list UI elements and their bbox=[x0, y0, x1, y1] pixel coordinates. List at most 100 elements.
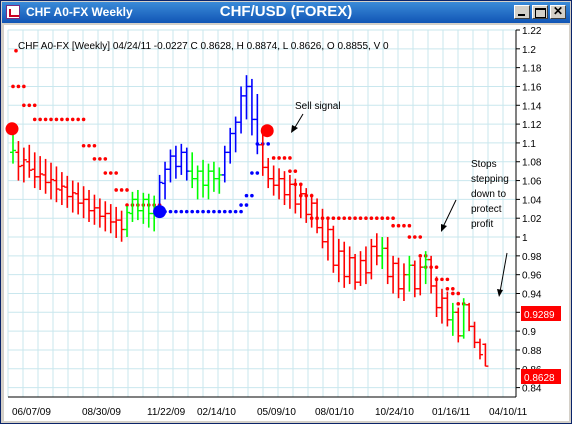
y-tick-label: 1.14 bbox=[522, 101, 542, 112]
x-tick-label: 06/07/09 bbox=[12, 407, 51, 418]
stop-dot bbox=[22, 103, 26, 108]
stop-dot bbox=[385, 216, 390, 221]
stop-dot bbox=[14, 48, 18, 53]
stop-dot bbox=[43, 117, 48, 122]
stop-dot bbox=[434, 265, 439, 269]
stop-dot bbox=[342, 216, 347, 221]
x-tick-label: 10/24/10 bbox=[375, 407, 414, 418]
window-title: CHF A0-FX Weekly bbox=[26, 5, 133, 19]
stop-dot bbox=[445, 277, 450, 282]
stops-arrow-head-1 bbox=[441, 224, 447, 232]
stop-dot bbox=[54, 117, 59, 122]
stop-dot bbox=[114, 188, 118, 192]
stop-dot bbox=[347, 216, 352, 221]
price-badge bbox=[521, 369, 561, 384]
stop-dot bbox=[81, 143, 86, 148]
sell-arrow-head bbox=[291, 125, 298, 133]
stop-dot bbox=[119, 188, 124, 192]
close-button[interactable]: ✕ bbox=[550, 4, 566, 19]
annotation-stops-stepping-line: stepping bbox=[471, 174, 509, 185]
annotation-stops-stepping-line: Stops bbox=[471, 159, 497, 170]
price-badge bbox=[521, 306, 561, 321]
stop-dot bbox=[331, 216, 336, 221]
stop-dot bbox=[38, 117, 42, 122]
y-tick-label: 1.08 bbox=[522, 158, 542, 169]
stop-dot bbox=[369, 216, 374, 221]
y-tick-label: 1.16 bbox=[522, 82, 542, 93]
y-tick-label: 1.2 bbox=[522, 45, 536, 56]
stop-dot bbox=[206, 209, 211, 214]
stop-dot bbox=[114, 171, 118, 175]
y-tick-label: 0.94 bbox=[522, 289, 542, 300]
stop-dot bbox=[391, 216, 395, 221]
stop-dot bbox=[288, 169, 292, 173]
stop-dot bbox=[407, 223, 412, 228]
stop-dot bbox=[16, 84, 21, 89]
stop-dot bbox=[250, 193, 254, 198]
stop-dot bbox=[70, 117, 75, 122]
maximize-button[interactable] bbox=[532, 5, 548, 19]
y-tick-label: 0.84 bbox=[522, 384, 542, 395]
stop-dot bbox=[103, 157, 108, 161]
chart-area[interactable]: 1.22 1.2 1.18 1.16 1.14 1.12 1.1 1.08 1.06 1.04 1.… bbox=[4, 25, 569, 421]
x-tick-label: 05/09/10 bbox=[257, 407, 296, 418]
stop-dot bbox=[22, 84, 26, 89]
stop-dot bbox=[250, 171, 254, 175]
x-tick-label: 08/30/09 bbox=[82, 407, 121, 418]
price-badge-value: 0.9289 bbox=[524, 310, 555, 321]
y-tick-label: 1.06 bbox=[522, 177, 542, 188]
stop-dot bbox=[32, 103, 37, 108]
y-tick-label: 1.02 bbox=[522, 214, 542, 225]
y-tick-label: 0.88 bbox=[522, 346, 542, 357]
price-badge-value: 0.8628 bbox=[524, 373, 555, 384]
stop-dot bbox=[445, 286, 450, 291]
stop-dot bbox=[277, 156, 281, 160]
stop-dot bbox=[337, 216, 341, 221]
stop-dot bbox=[456, 291, 461, 296]
y-tick-label: 1.1 bbox=[522, 139, 536, 150]
stop-dot bbox=[92, 143, 97, 148]
price-chart[interactable]: 1.22 1.2 1.18 1.16 1.14 1.12 1.1 1.08 1.06 1.04 1.… bbox=[4, 25, 569, 421]
y-tick-label: 0.9 bbox=[522, 327, 536, 338]
stop-dot bbox=[255, 171, 260, 175]
x-tick-label: 11/22/09 bbox=[147, 407, 186, 418]
minimize-button[interactable] bbox=[514, 5, 530, 19]
stop-dot bbox=[456, 302, 461, 306]
stop-dot bbox=[288, 156, 292, 160]
stop-dot bbox=[228, 209, 232, 214]
stop-dot bbox=[380, 216, 385, 221]
stop-dot bbox=[375, 216, 379, 221]
y-tick-label: 1 bbox=[522, 233, 528, 244]
x-tick-label: 08/01/10 bbox=[315, 407, 354, 418]
stop-dot bbox=[364, 216, 368, 221]
stop-dot bbox=[27, 103, 32, 108]
stop-dot bbox=[407, 235, 412, 239]
stop-dot bbox=[271, 156, 276, 160]
y-tick-label: 0.98 bbox=[522, 252, 542, 263]
minimize-icon bbox=[518, 14, 525, 16]
y-tick-label: 1.18 bbox=[522, 64, 542, 75]
stop-dot bbox=[108, 171, 113, 175]
annotation-stops-stepping-line: profit bbox=[471, 219, 493, 230]
stop-dot bbox=[413, 235, 417, 239]
sell-signal-marker bbox=[5, 122, 19, 136]
stop-dot bbox=[353, 216, 357, 221]
y-tick-label: 1.04 bbox=[522, 195, 542, 206]
annotation-sell-signal: Sell signal bbox=[295, 101, 341, 112]
stop-dot bbox=[65, 117, 70, 122]
stop-dot bbox=[212, 209, 216, 214]
stop-dot bbox=[49, 117, 53, 122]
stop-dot bbox=[125, 203, 129, 207]
stop-dot bbox=[60, 117, 64, 122]
title-bar[interactable]: CHF A0-FX Weekly CHF/USD (FOREX) ✕ bbox=[2, 2, 570, 23]
stop-dot bbox=[244, 203, 249, 207]
sell-signal-marker bbox=[260, 124, 274, 138]
stop-dot bbox=[396, 223, 401, 228]
stop-dot bbox=[222, 209, 227, 214]
stop-dot bbox=[239, 209, 243, 214]
stop-dot bbox=[451, 291, 455, 296]
stop-dot bbox=[125, 188, 129, 192]
x-tick-label: 01/16/11 bbox=[432, 407, 471, 418]
stop-dot bbox=[201, 209, 205, 214]
